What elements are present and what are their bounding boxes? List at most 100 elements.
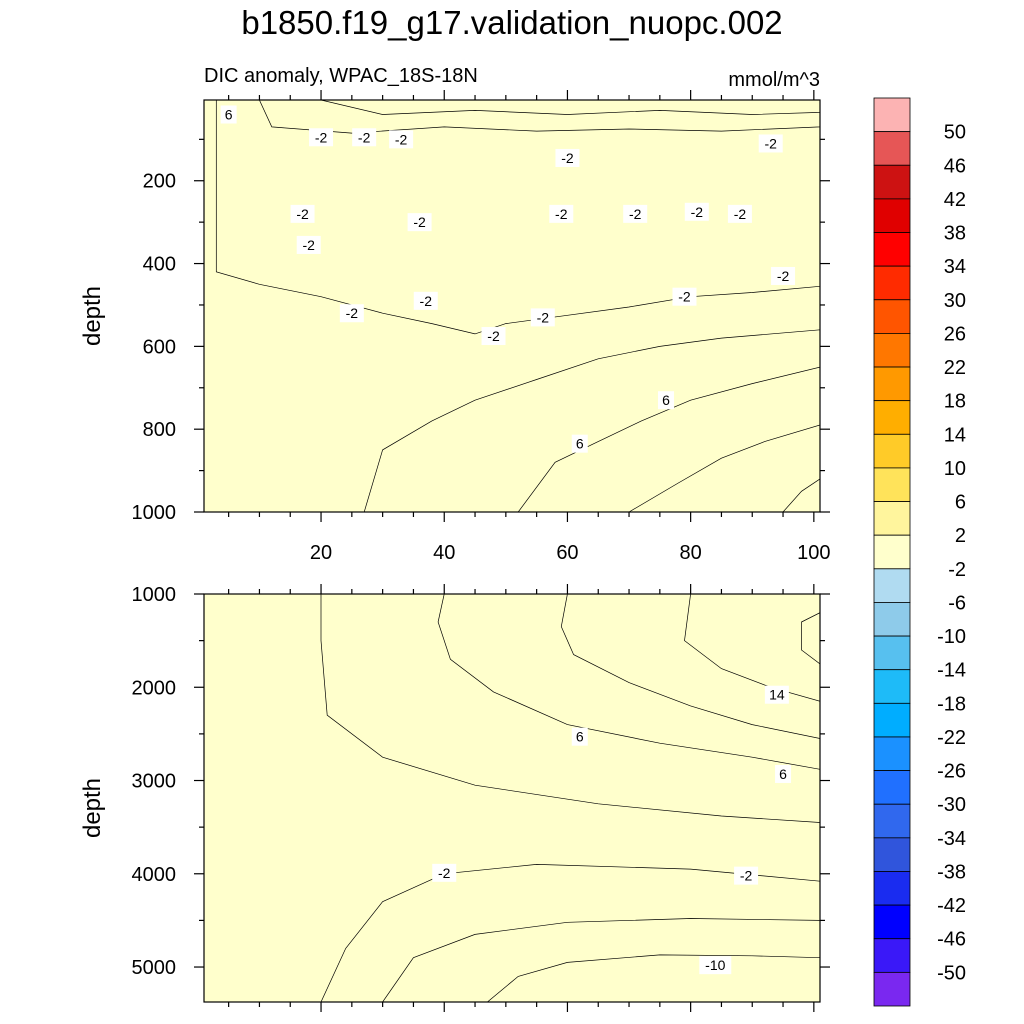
contour-label: -2 bbox=[734, 206, 747, 222]
y-axis-title: depth bbox=[79, 778, 106, 838]
colorbar: 50 46 42 38 34 30 26 22 18 14 10 6 2 -2 -6 -10 -14 -18 -22… bbox=[873, 97, 966, 1007]
contour-band-neg10_lower bbox=[486, 954, 820, 1002]
colorbar-swatch bbox=[873, 164, 911, 200]
plot-frame bbox=[203, 99, 821, 513]
contour-label-box bbox=[389, 130, 414, 149]
contour-label-box bbox=[623, 204, 648, 223]
contour-band-pos10_lower bbox=[560, 594, 820, 739]
contour-label-box bbox=[775, 764, 792, 783]
colorbar-swatch bbox=[873, 433, 911, 469]
y-tick-label: 600 bbox=[143, 336, 176, 358]
colorbar-label: 2 bbox=[955, 525, 966, 547]
lower-panel: 1000 2000 3000 4000 5000 depth 14 6 6 -2 -2 -10 bbox=[79, 584, 830, 1012]
colorbar-label: 14 bbox=[944, 424, 966, 446]
contour-band-neg2_lower bbox=[320, 864, 820, 1002]
colorbar-label: -46 bbox=[937, 929, 966, 951]
contour-label-box bbox=[413, 291, 438, 310]
colorbar-swatch bbox=[873, 736, 911, 771]
colorbar-swatch bbox=[873, 702, 911, 738]
y-tick-label: 5000 bbox=[132, 957, 177, 979]
contour-label: -2 bbox=[678, 289, 691, 305]
colorbar-swatch bbox=[873, 971, 911, 1007]
colorbar-label: 10 bbox=[944, 458, 966, 480]
contour-label: -2 bbox=[777, 268, 790, 284]
colorbar-swatch bbox=[873, 198, 911, 233]
contour-label: -2 bbox=[537, 309, 550, 325]
contour-band-pos10_deep bbox=[628, 424, 820, 512]
colorbar-swatch bbox=[873, 803, 911, 839]
colorbar-swatch bbox=[873, 871, 911, 906]
colorbar-swatch bbox=[873, 299, 911, 334]
colorbar-label: -6 bbox=[948, 592, 966, 614]
contour-band-pos6_lower bbox=[437, 594, 820, 770]
x-tick-label: 80 bbox=[680, 542, 702, 564]
contour-band-pos2_deep bbox=[363, 329, 820, 512]
y-tick-label: 2000 bbox=[132, 677, 177, 699]
colorbar-swatch bbox=[873, 534, 911, 570]
colorbar-label: -50 bbox=[937, 962, 966, 984]
colorbar-label: -14 bbox=[937, 660, 966, 682]
colorbar-label: 34 bbox=[944, 256, 966, 278]
contour-label: -2 bbox=[420, 293, 433, 309]
colorbar-swatch bbox=[873, 333, 911, 368]
y-tick-label: 3000 bbox=[132, 771, 177, 793]
contour-label-box bbox=[727, 204, 752, 223]
contour-label: -2 bbox=[555, 206, 568, 222]
contour-label-box bbox=[684, 202, 709, 221]
y-tick-label: 400 bbox=[143, 254, 176, 276]
colorbar-swatch bbox=[873, 602, 911, 637]
colorbar-swatch bbox=[873, 904, 911, 940]
colorbar-swatch bbox=[873, 467, 911, 502]
contour-label: -2 bbox=[740, 868, 753, 884]
colorbar-label: 22 bbox=[944, 357, 966, 379]
colorbar-label: -10 bbox=[937, 626, 966, 648]
colorbar-swatch bbox=[873, 669, 911, 704]
contour-label: -2 bbox=[561, 150, 574, 166]
upper-subtitle-left: DIC anomaly, WPAC_18S-18N bbox=[204, 65, 478, 87]
contour-label: 6 bbox=[225, 106, 233, 122]
colorbar-label: -42 bbox=[937, 895, 966, 917]
contour-band-pos14_deep bbox=[782, 478, 820, 512]
colorbar-label: -34 bbox=[937, 828, 966, 850]
x-tick-label: 60 bbox=[556, 542, 578, 564]
contour-label-box bbox=[734, 866, 759, 885]
contour-label: -2 bbox=[315, 129, 328, 145]
colorbar-label: 50 bbox=[944, 122, 966, 144]
contour-label: -2 bbox=[358, 129, 371, 145]
colorbar-swatch bbox=[873, 568, 911, 603]
contour-label-box bbox=[309, 128, 334, 147]
y-axis-title: depth bbox=[79, 286, 106, 346]
contour-label-box bbox=[672, 287, 697, 306]
contour-label: 6 bbox=[576, 729, 584, 745]
contour-label-box bbox=[658, 391, 674, 410]
y-tick-label: 800 bbox=[143, 419, 176, 441]
contour-label: -2 bbox=[346, 305, 359, 321]
contour-label-box bbox=[407, 213, 432, 232]
y-tick-label: 4000 bbox=[132, 864, 177, 886]
colorbar-swatch bbox=[873, 635, 911, 671]
contour-label-box bbox=[699, 956, 732, 975]
upper-panel: 200 400 600 800 1000 20 40 60 80 100 depth 6 -2 -2 -2 -… bbox=[79, 90, 831, 564]
x-tick-label: 40 bbox=[433, 542, 455, 564]
colorbar-swatch bbox=[873, 232, 911, 267]
colorbar-label: 42 bbox=[944, 189, 966, 211]
contour-label-box bbox=[296, 235, 321, 254]
colorbar-swatch bbox=[873, 366, 911, 402]
x-tick-label: 20 bbox=[310, 542, 332, 564]
figure-title: b1850.f19_g17.validation_nuopc.002 bbox=[241, 4, 782, 41]
contour-label: 6 bbox=[576, 436, 584, 452]
y-tick-label: 200 bbox=[143, 171, 176, 193]
x-tick-label: 100 bbox=[797, 542, 830, 564]
contour-label-box bbox=[571, 434, 588, 453]
colorbar-label: -22 bbox=[937, 727, 966, 749]
contour-label: -10 bbox=[705, 957, 725, 973]
contour-label-box bbox=[481, 327, 506, 346]
contour-label-box bbox=[339, 304, 364, 323]
contour-label-box bbox=[555, 148, 580, 167]
contour-label: -2 bbox=[438, 865, 451, 881]
colorbar-swatch bbox=[873, 97, 911, 133]
colorbar-swatch bbox=[873, 131, 911, 166]
contour-label-box bbox=[432, 863, 457, 882]
contour-label: 14 bbox=[769, 687, 785, 703]
